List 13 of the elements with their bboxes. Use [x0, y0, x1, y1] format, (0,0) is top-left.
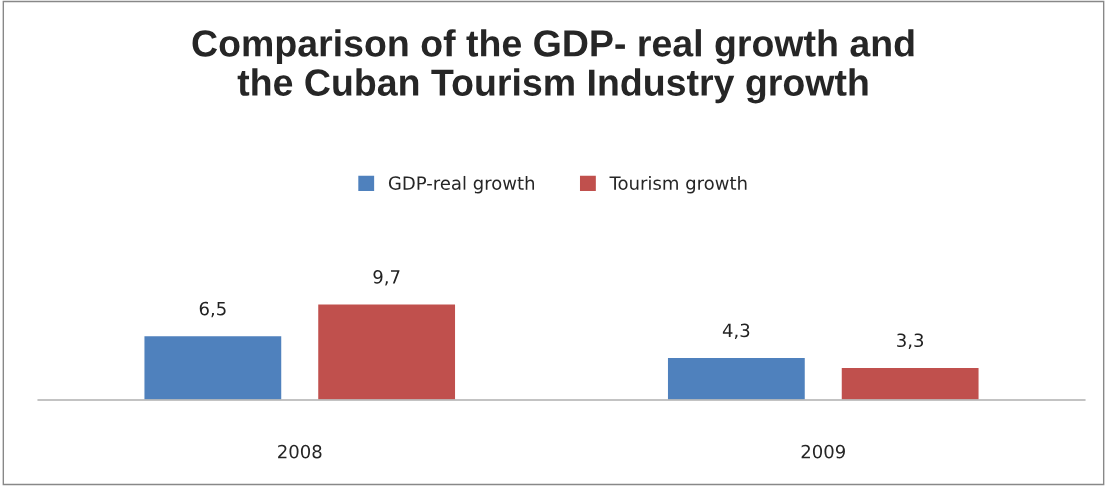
- legend-label: GDP-real growth: [388, 175, 535, 194]
- bar: [840, 366, 980, 400]
- bar: [143, 334, 283, 400]
- legend-label: Tourism growth: [609, 175, 747, 194]
- data-label: 4,3: [722, 323, 750, 340]
- bar: [666, 356, 807, 400]
- data-label: 6,5: [199, 301, 226, 318]
- bar: [316, 303, 457, 400]
- x-tick-label: 2008: [278, 444, 322, 459]
- data-label: 3,3: [897, 333, 924, 349]
- data-label: 9,7: [373, 269, 400, 286]
- chart-title: Comparison of the GDP- real growth and the Cuban Tourism Industry growth: [192, 29, 914, 104]
- x-tick-label: 2009: [801, 444, 845, 459]
